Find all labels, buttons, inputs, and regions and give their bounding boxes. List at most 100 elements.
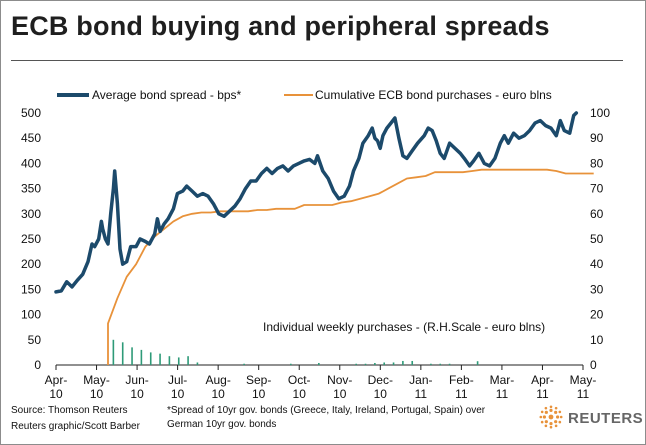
x-tick-label-year: 10 bbox=[90, 387, 104, 401]
logo-dot bbox=[549, 425, 553, 429]
logo-dot bbox=[554, 410, 558, 414]
logo-dot bbox=[544, 410, 548, 414]
x-tick-label-year: 10 bbox=[171, 387, 185, 401]
x-tick-label: Apr- bbox=[531, 373, 554, 387]
weekly-purchase-bar bbox=[131, 347, 133, 365]
weekly-purchase-bar bbox=[318, 362, 320, 365]
x-tick-label-year: 10 bbox=[293, 387, 307, 401]
x-tick-label: Apr- bbox=[45, 373, 68, 387]
weekly-purchase-bar bbox=[149, 352, 152, 365]
weekly-purchase-bar bbox=[402, 360, 404, 365]
y-right-tick-label: 60 bbox=[590, 207, 604, 221]
x-tick-label: Dec- bbox=[368, 373, 393, 387]
y-left-tick-label: 300 bbox=[21, 207, 41, 221]
x-tick-label: Sep- bbox=[246, 373, 271, 387]
logo-dot bbox=[542, 415, 546, 419]
logo-dot bbox=[540, 410, 544, 414]
x-tick-label: May- bbox=[83, 373, 110, 387]
x-tick-label: Jul- bbox=[168, 373, 187, 387]
y-right-tick-label: 30 bbox=[590, 282, 604, 296]
weekly-purchases-annotation: Individual weekly purchases - (R.H.Scale… bbox=[263, 320, 545, 334]
x-tick-label-year: 11 bbox=[455, 387, 468, 401]
weekly-purchase-bar bbox=[355, 363, 357, 365]
weekly-purchase-bar bbox=[243, 363, 245, 365]
y-left-tick-label: 200 bbox=[21, 257, 41, 271]
weekly-purchase-bar bbox=[177, 357, 180, 365]
logo-dot bbox=[558, 410, 562, 414]
legend: Average bond spread - bps* Cumulative EC… bbox=[57, 88, 552, 102]
x-tick-label-year: 11 bbox=[415, 387, 428, 401]
x-tick-label: Jan- bbox=[409, 373, 432, 387]
logo-dot bbox=[559, 415, 563, 419]
y-left-tick-label: 50 bbox=[28, 333, 42, 347]
logo-dot bbox=[548, 414, 554, 420]
weekly-purchase-bar bbox=[187, 356, 189, 365]
weekly-purchase-bar bbox=[392, 362, 395, 365]
logo-dot bbox=[544, 424, 548, 428]
y-right-tick-label: 10 bbox=[590, 333, 604, 347]
weekly-purchase-bar bbox=[121, 342, 124, 365]
axes-group: 0 50 100 150 200 250 300 350 400 450 500 0 10 20 30 40 5… bbox=[21, 106, 610, 401]
y-right-tick-label: 70 bbox=[590, 182, 604, 196]
average-spread-line bbox=[54, 111, 579, 294]
y-left-tick-label: 400 bbox=[21, 156, 41, 170]
reuters-logo: REUTERS bbox=[538, 404, 643, 432]
x-tick-label-year: 10 bbox=[211, 387, 225, 401]
logo-dot bbox=[554, 420, 558, 424]
y-right-tick-label: 0 bbox=[590, 358, 597, 372]
y-left-tick-label: 350 bbox=[21, 182, 41, 196]
x-tick-label-year: 10 bbox=[49, 387, 63, 401]
y-left-tick-label: 450 bbox=[21, 131, 41, 145]
weekly-purchase-bar bbox=[112, 339, 115, 365]
weekly-purchase-bar bbox=[383, 362, 386, 365]
x-tick-label: May- bbox=[570, 373, 597, 387]
weekly-purchase-bar bbox=[374, 362, 376, 365]
legend-spread-label: Average bond spread - bps* bbox=[92, 88, 242, 102]
cumulative-purchases-line bbox=[107, 168, 594, 365]
logo-dot bbox=[556, 415, 560, 419]
title-divider bbox=[11, 60, 623, 61]
y-left-tick-label: 250 bbox=[21, 232, 41, 246]
reuters-logo-icon bbox=[539, 405, 563, 429]
weekly-purchase-bar bbox=[159, 353, 161, 365]
weekly-purchase-bar bbox=[430, 363, 432, 365]
y-right-tick-label: 80 bbox=[590, 156, 604, 170]
footnote-line-1: *Spread of 10yr gov. bonds (Greece, Ital… bbox=[167, 405, 486, 416]
x-tick-label-year: 10 bbox=[333, 387, 347, 401]
x-tick-label: Aug- bbox=[205, 373, 230, 387]
weekly-purchase-bar bbox=[290, 363, 292, 365]
x-tick-label-year: 10 bbox=[252, 387, 266, 401]
x-tick-label-year: 11 bbox=[496, 387, 509, 401]
y-right-tick-label: 40 bbox=[590, 257, 604, 271]
chart-title: ECB bond buying and peripheral spreads bbox=[11, 11, 550, 41]
credit-line: Reuters graphic/Scott Barber bbox=[11, 421, 140, 432]
y-left-tick-label: 0 bbox=[34, 358, 41, 372]
weekly-purchase-bar bbox=[448, 363, 451, 365]
weekly-purchase-bar bbox=[168, 356, 171, 365]
weekly-purchase-bar bbox=[411, 360, 414, 365]
weekly-purchase-bar bbox=[140, 349, 143, 365]
logo-dot bbox=[554, 406, 558, 410]
y-left-tick-label: 150 bbox=[21, 282, 41, 296]
logo-dot bbox=[539, 415, 543, 419]
footnote-line-2: German 10yr gov. bonds bbox=[167, 419, 277, 430]
weekly-purchase-bar bbox=[476, 361, 479, 365]
weekly-bars-group bbox=[112, 339, 479, 365]
x-tick-label-year: 10 bbox=[374, 387, 388, 401]
x-tick-label: Jun- bbox=[125, 373, 148, 387]
x-tick-label: Nov- bbox=[327, 373, 352, 387]
logo-dot bbox=[554, 424, 558, 428]
weekly-purchase-bar bbox=[364, 363, 367, 365]
reuters-logo-text: REUTERS bbox=[568, 410, 644, 427]
source-line: Source: Thomson Reuters bbox=[11, 405, 128, 416]
logo-dot bbox=[544, 406, 548, 410]
logo-dot bbox=[544, 420, 548, 424]
y-right-tick-label: 50 bbox=[590, 232, 604, 246]
y-left-tick-label: 500 bbox=[21, 106, 41, 120]
logo-dot bbox=[558, 420, 562, 424]
weekly-purchase-bar bbox=[439, 363, 442, 365]
y-right-tick-label: 90 bbox=[590, 131, 604, 145]
logo-dot bbox=[549, 422, 553, 426]
